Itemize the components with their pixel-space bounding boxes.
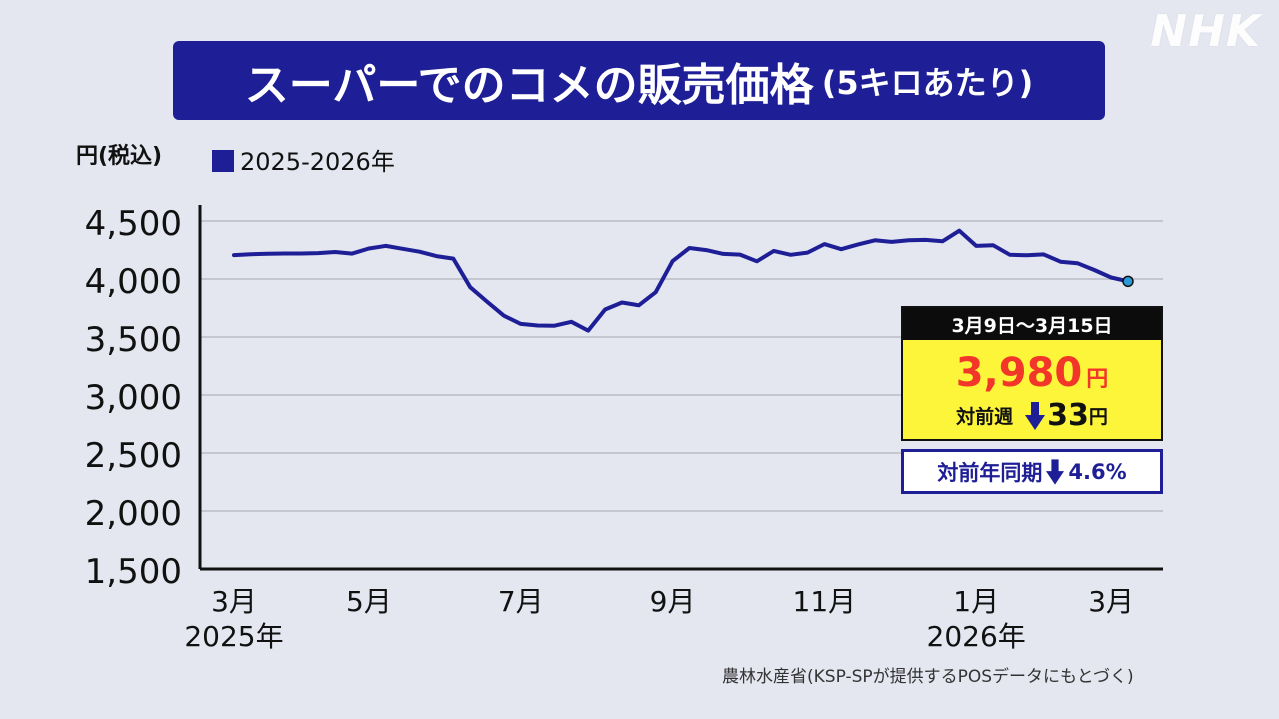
title-bar: スーパーでのコメの販売価格 (5キロあたり): [173, 41, 1105, 120]
x-tick-label: 7月: [498, 585, 544, 618]
x-tick-label: 9月: [650, 585, 696, 618]
y-tick-label: 2,500: [85, 436, 182, 476]
x-tick-label: 3月: [1088, 585, 1134, 618]
y-tick-label: 2,000: [85, 494, 182, 534]
source-note: 農林水産省(KSP-SPが提供するPOSデータにもとづく): [722, 667, 1134, 687]
week-change-value: 33: [1047, 398, 1089, 433]
callout-week-change: 対前週 33 円: [903, 398, 1161, 433]
y-tick-label: 3,500: [85, 320, 182, 360]
chart-subtitle: (5キロあたり): [821, 63, 1034, 102]
y-tick-label: 4,500: [85, 204, 182, 244]
chart-title: スーパーでのコメの販売価格: [244, 59, 814, 111]
legend-label: 2025-2026年: [240, 148, 395, 176]
yoy-change: 対前年同期 4.6%: [901, 449, 1163, 494]
down-arrow-icon: [1046, 458, 1065, 485]
x-tick-sublabel: 2025年: [184, 620, 283, 653]
yoy-value: 4.6%: [1068, 459, 1127, 484]
x-tick-sublabel: 2026年: [927, 620, 1026, 653]
x-tick-label: 3月: [211, 585, 257, 618]
yoy-label: 対前年同期: [937, 460, 1043, 485]
series-line: [232, 228, 1130, 333]
legend-swatch: [212, 150, 234, 172]
week-change-label: 対前週: [956, 406, 1014, 428]
x-tick-label: 11月: [793, 585, 857, 618]
price-callout: 3月9日～3月15日 3,980 円 対前週 33 円: [901, 306, 1163, 441]
y-axis-label: 円(税込): [76, 143, 162, 169]
last-point-marker: [1122, 275, 1134, 288]
callout-price-value: 3,980: [955, 350, 1083, 396]
down-arrow-icon: [1025, 401, 1046, 430]
x-tick-label: 1月: [953, 585, 999, 618]
callout-period: 3月9日～3月15日: [903, 308, 1161, 340]
y-tick-label: 4,000: [85, 262, 182, 302]
y-tick-label: 3,000: [85, 378, 182, 418]
y-tick-label: 1,500: [85, 552, 182, 592]
nhk-logo: NHK: [1150, 6, 1261, 57]
callout-price: 3,980 円: [903, 350, 1161, 396]
week-change-unit: 円: [1088, 406, 1108, 428]
callout-price-unit: 円: [1086, 367, 1109, 392]
x-tick-label: 5月: [346, 585, 392, 618]
